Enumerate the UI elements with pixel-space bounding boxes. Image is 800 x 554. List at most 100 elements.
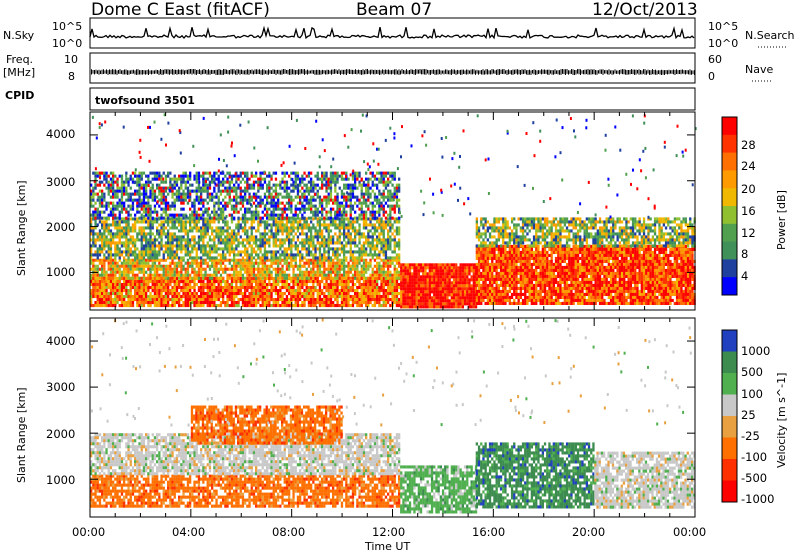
- heat-cell: [266, 174, 269, 178]
- heat-cell: [312, 226, 315, 230]
- heat-cell: [153, 220, 157, 224]
- heat-cell: [235, 247, 238, 251]
- heat-cell: [171, 213, 174, 217]
- heat-cell: [118, 273, 121, 277]
- heat-cell: [94, 177, 97, 181]
- heat-cell: [365, 223, 368, 227]
- heat-cell: [109, 241, 113, 245]
- heat-cell: [389, 258, 392, 262]
- heat-cell: [307, 258, 311, 262]
- heat-cell: [329, 304, 333, 308]
- heat-cell: [153, 276, 157, 280]
- heat-cell: [395, 253, 399, 257]
- heat-cell: [259, 244, 262, 248]
- heat-cell: [255, 244, 258, 248]
- heat-cell: [208, 244, 212, 248]
- heat-cell: [226, 276, 229, 280]
- heat-cell: [94, 301, 97, 305]
- heat-cell: [345, 276, 348, 280]
- heat-cell: [138, 198, 141, 202]
- heat-cell: [387, 238, 390, 242]
- heat-cell: [219, 183, 223, 187]
- heat-cell: [175, 247, 179, 251]
- heat-cell: [184, 270, 187, 274]
- heat-cell: [389, 238, 392, 242]
- heat-cell: [285, 273, 289, 277]
- heat-cell: [134, 250, 137, 254]
- heat-cell: [318, 244, 322, 248]
- heat-cell: [219, 171, 223, 175]
- heat-cell: [235, 226, 238, 230]
- heat-cell: [105, 223, 108, 227]
- heat-cell: [233, 174, 236, 178]
- heat-cell: [252, 210, 256, 214]
- heat-cell: [369, 273, 372, 277]
- heat-cell: [244, 295, 247, 299]
- heat-cell: [138, 280, 141, 284]
- heat-cell: [149, 232, 152, 236]
- heat-cell: [270, 286, 273, 290]
- heat-cell: [129, 292, 132, 296]
- heat-cell: [158, 261, 161, 265]
- heat-cell: [369, 292, 372, 296]
- heat-cell: [182, 171, 185, 175]
- heat-cell: [393, 283, 396, 287]
- heat-cell: [321, 258, 324, 262]
- heat-cell: [171, 253, 174, 257]
- heat-cell: [206, 277, 209, 281]
- heat-cell: [279, 213, 282, 217]
- heat-cell: [290, 216, 293, 220]
- heat-cell: [184, 174, 187, 178]
- heat-cell: [109, 253, 113, 257]
- heat-cell: [189, 276, 192, 280]
- power-ytick-4000: 4000: [46, 127, 76, 141]
- heat-cell: [279, 280, 282, 284]
- heat-cell: [369, 283, 372, 287]
- heat-cell: [343, 253, 346, 257]
- heat-cell: [151, 258, 154, 262]
- heat-cell: [270, 210, 273, 214]
- heat-cell: [208, 171, 212, 175]
- heat-cell: [129, 207, 132, 211]
- heat-cell: [204, 301, 207, 305]
- heat-cell: [246, 220, 249, 224]
- heat-cell: [127, 250, 130, 254]
- heat-cell: [107, 298, 110, 302]
- heat-cell: [296, 189, 300, 193]
- heat-cell: [213, 241, 216, 245]
- heat-cell: [213, 301, 216, 305]
- heat-cell: [127, 183, 130, 187]
- heat-cell: [310, 292, 313, 296]
- heat-cell: [387, 289, 390, 293]
- heat-cell: [167, 280, 170, 284]
- heat-cell: [151, 232, 154, 236]
- heat-cell: [90, 195, 93, 199]
- heat-cell: [191, 247, 194, 251]
- heat-cell: [340, 226, 344, 230]
- heat-cell: [114, 261, 117, 265]
- heat-cell: [160, 226, 163, 230]
- heat-cell: [118, 283, 121, 287]
- heat-cell: [136, 304, 139, 308]
- heat-cell: [173, 180, 176, 184]
- heat-cell: [193, 261, 196, 265]
- heat-cell: [169, 267, 172, 271]
- heat-cell: [340, 295, 344, 299]
- heat-cell: [153, 210, 157, 214]
- heat-cell: [208, 216, 212, 220]
- heat-cell: [376, 292, 379, 296]
- heat-cell: [136, 292, 139, 296]
- heat-cell: [347, 238, 350, 242]
- power-ytick-2000: 2000: [46, 220, 76, 234]
- heat-cell: [123, 235, 126, 239]
- heat-cell: [208, 286, 212, 290]
- heat-cell: [158, 267, 161, 271]
- heat-cell: [145, 286, 148, 290]
- heat-cell: [380, 286, 383, 290]
- heat-cell: [290, 232, 293, 236]
- heat-cell: [362, 270, 366, 274]
- heat-cell: [266, 289, 269, 293]
- heat-cell: [288, 244, 291, 248]
- heat-cell: [288, 298, 291, 302]
- heat-cell: [263, 295, 267, 299]
